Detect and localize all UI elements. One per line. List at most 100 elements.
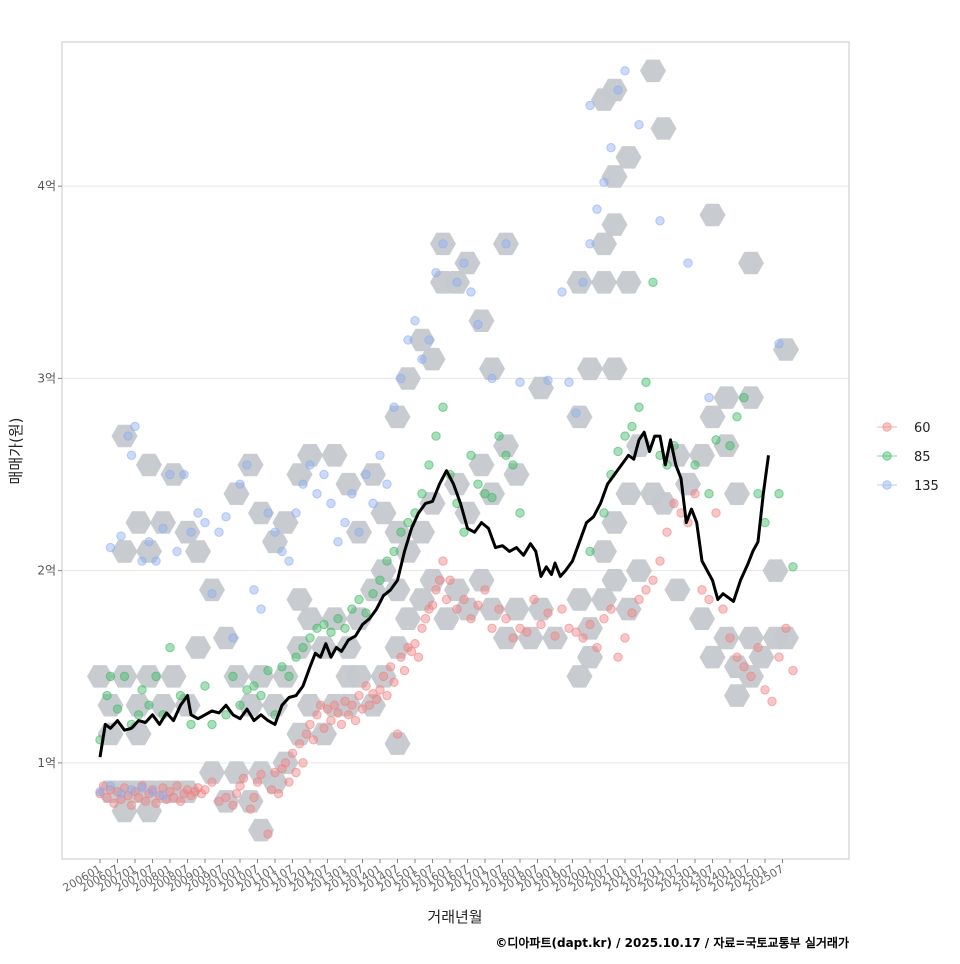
hex-bin [370,501,397,525]
point-60 [350,715,361,726]
point-60 [399,665,410,676]
point-135 [606,143,616,153]
point-85 [242,685,252,695]
point-135 [655,216,665,226]
point-85 [424,460,434,470]
hex-bin [174,520,201,544]
point-60 [364,700,375,710]
point-60 [354,690,364,701]
hex-bin [503,463,530,486]
hex-bin [738,251,764,275]
point-60 [298,758,308,768]
point-135 [452,277,462,287]
point-60 [301,729,312,739]
point-60 [385,662,396,672]
point-60 [669,498,679,509]
point-60 [322,704,333,714]
point-85 [389,546,399,557]
hex-bin [419,347,446,371]
hex-bin [360,463,386,486]
point-60 [375,685,385,695]
hex-bin [468,453,495,477]
hex-bin [566,405,593,429]
point-135 [207,589,217,599]
hex-bin [346,520,372,544]
hex-bin [713,626,740,650]
point-60 [382,690,392,701]
point-135 [368,498,378,509]
point-60 [585,619,595,630]
point-85 [739,392,749,403]
hex-bin [384,520,411,544]
point-135 [137,556,147,566]
point-135 [634,119,644,130]
point-60 [175,796,186,807]
point-85 [249,681,259,691]
point-135 [585,239,595,249]
hex-bin [444,271,470,294]
point-85 [326,627,336,637]
hex-bin [409,328,435,352]
hex-bin [468,569,495,592]
point-135 [340,517,350,528]
point-85 [396,527,406,537]
point-60 [441,594,452,605]
hex-bin [664,578,691,602]
point-60 [620,633,630,643]
legend-key-dot [882,422,892,432]
point-85 [599,508,609,518]
point-135 [774,339,784,349]
point-135 [105,781,116,791]
hex-bin [321,444,348,467]
hex-bin [517,626,544,650]
point-85 [165,642,175,653]
point-60 [522,627,532,637]
hex-bin [160,463,187,486]
hex-bin [724,482,750,505]
point-60 [662,527,672,537]
point-85 [711,435,721,445]
point-85 [375,575,385,585]
point-135 [193,508,203,518]
point-135 [354,527,364,537]
hex-bin [286,463,313,486]
point-60 [529,594,539,605]
point-85 [760,517,770,528]
point-85 [133,710,144,720]
point-60 [746,671,756,682]
point-85 [704,489,714,499]
point-135 [126,785,137,795]
point-135 [410,316,420,326]
point-85 [361,608,371,618]
point-85 [732,412,742,422]
point-60 [361,681,371,691]
point-135 [284,556,294,566]
point-135 [105,542,116,553]
point-85 [312,623,322,634]
point-60 [340,696,350,707]
point-60 [718,604,728,614]
hex-bin [626,559,652,582]
point-85 [613,446,623,457]
point-85 [487,492,497,503]
y-tick-label: 3억 [37,371,56,385]
point-135 [417,354,427,364]
point-60 [252,777,263,787]
point-135 [277,546,287,557]
point-60 [140,796,151,807]
point-135 [179,469,189,480]
hex-bin [150,511,176,534]
point-60 [228,800,238,810]
point-135 [291,508,301,518]
hex-bin [615,146,642,169]
hex-bin [272,511,299,534]
point-85 [105,671,116,682]
hex-bin [591,232,617,256]
point-135 [270,527,280,537]
hex-bin [724,684,750,707]
hex-bin [479,597,505,621]
point-135 [557,287,567,297]
scatter-points [95,66,798,839]
point-60 [753,642,763,653]
hex-bin [577,357,603,381]
